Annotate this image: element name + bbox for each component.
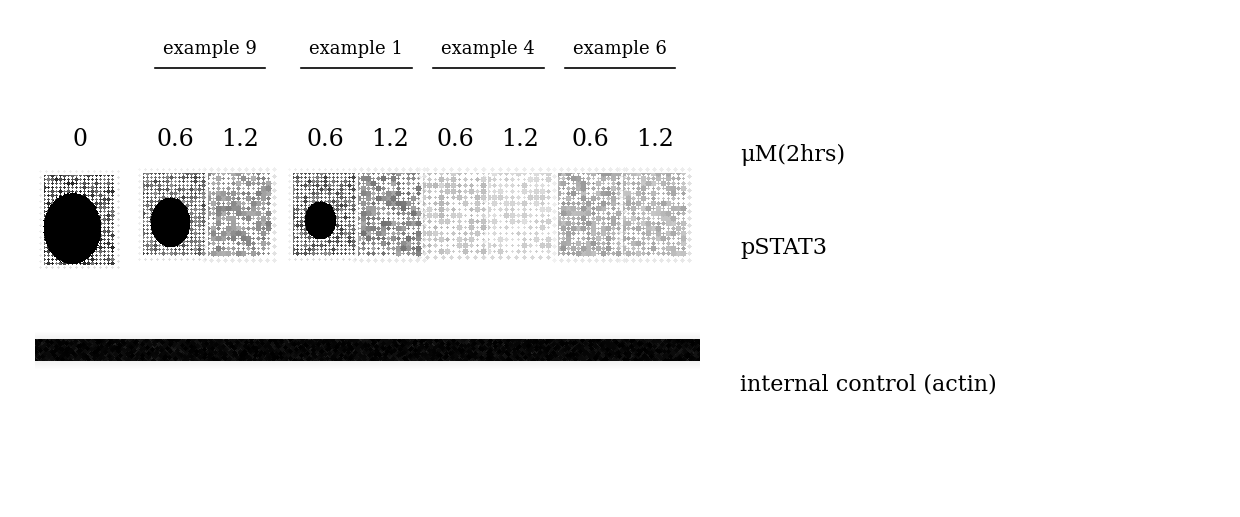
Text: example 9: example 9 — [164, 40, 257, 58]
Text: example 4: example 4 — [441, 40, 534, 58]
Text: 1.2: 1.2 — [636, 129, 673, 151]
Text: μM(2hrs): μM(2hrs) — [740, 144, 846, 166]
Text: 1.2: 1.2 — [221, 129, 259, 151]
Text: 1.2: 1.2 — [501, 129, 539, 151]
Text: example 6: example 6 — [573, 40, 667, 58]
Text: 1.2: 1.2 — [371, 129, 409, 151]
Text: 0: 0 — [72, 129, 88, 151]
Text: 0.6: 0.6 — [306, 129, 343, 151]
Text: 0.6: 0.6 — [156, 129, 193, 151]
Text: 0.6: 0.6 — [572, 129, 609, 151]
Text: internal control (actin): internal control (actin) — [740, 374, 997, 396]
Text: pSTAT3: pSTAT3 — [740, 237, 827, 259]
Text: example 1: example 1 — [309, 40, 403, 58]
Text: 0.6: 0.6 — [436, 129, 474, 151]
